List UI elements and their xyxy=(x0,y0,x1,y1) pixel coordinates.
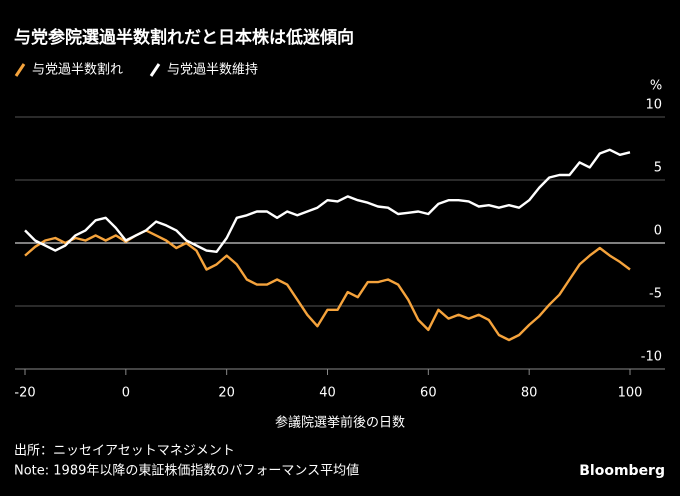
y-unit: % xyxy=(650,79,662,94)
y-tick-label: 0 xyxy=(654,224,662,239)
source: 出所：ニッセイアセットマネジメント xyxy=(14,444,235,459)
x-tick-label: 0 xyxy=(122,386,130,401)
legend-swatch xyxy=(14,63,26,77)
x-tick-label: 80 xyxy=(521,386,538,401)
y-tick-label: 10 xyxy=(645,98,662,113)
series-line xyxy=(24,148,631,253)
x-tick-label: -20 xyxy=(14,386,35,401)
legend-label: 与党過半数割れ xyxy=(32,62,123,78)
legend: 与党過半数割れ 与党過半数維持 xyxy=(14,62,258,78)
note: Note: 1989年以降の東証株価指数のパフォーマンス平均値 xyxy=(14,463,359,479)
x-tick-label: 100 xyxy=(618,386,643,401)
x-tick-label: 60 xyxy=(420,386,437,401)
chart-title: 与党参院選過半数割れだと日本株は低迷傾向 xyxy=(14,27,354,48)
series-line xyxy=(24,229,631,342)
legend-swatch xyxy=(149,63,161,77)
y-tick-label: -10 xyxy=(641,350,662,365)
x-tick-label: 40 xyxy=(319,386,336,401)
x-tick-label: 20 xyxy=(218,386,235,401)
brand: Bloomberg xyxy=(579,463,665,479)
x-axis-title: 参議院選挙前後の日数 xyxy=(275,415,405,431)
y-tick-label: 5 xyxy=(654,161,662,176)
legend-label: 与党過半数維持 xyxy=(167,63,258,78)
y-tick-label: -5 xyxy=(649,287,662,302)
